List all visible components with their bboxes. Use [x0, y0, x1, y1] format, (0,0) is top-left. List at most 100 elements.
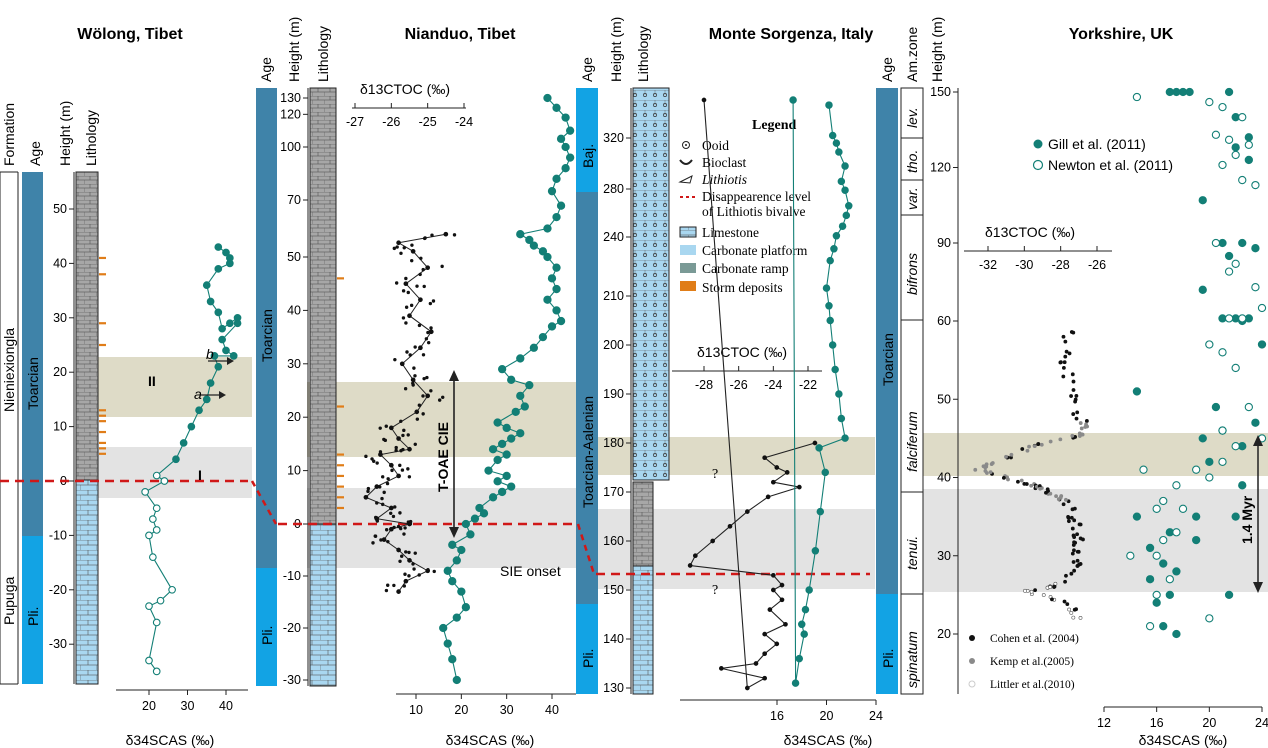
nianduo-c13-point	[404, 321, 408, 325]
nianduo-c13-point	[396, 436, 401, 441]
monte-toc_ticks-tick-label: -22	[799, 378, 817, 392]
nianduo-c13-point	[428, 329, 434, 335]
york-gill-point	[1238, 481, 1247, 490]
nianduo-tick-label: 70	[287, 193, 301, 207]
legend-newton-label: Newton et al. (2011)	[1048, 157, 1173, 173]
nianduo-c13-point	[431, 299, 436, 303]
york-gill-point	[1152, 598, 1161, 607]
york-c13-point	[1075, 532, 1079, 537]
nianduo-toc_ticks-tick-label: -24	[455, 115, 473, 129]
york-c13-point	[1009, 452, 1014, 457]
york-c13-point	[1071, 615, 1076, 620]
nianduo-c13-point	[389, 511, 393, 515]
nianduo-c13-point	[417, 323, 422, 328]
york-c13-point	[1006, 477, 1010, 482]
nianduo-c13-point	[375, 519, 380, 523]
york-zone-tho: tho.	[904, 150, 920, 173]
wolong-s34-point	[222, 248, 230, 257]
nianduo-s34-point	[493, 477, 502, 486]
yorkshire-x_ticks-tick-label: 24	[1255, 716, 1268, 730]
nianduo-c13-point	[437, 398, 442, 402]
nianduo-c13-point	[443, 231, 449, 237]
nianduo-c13-point	[417, 573, 421, 577]
wolong-columns: Formation Age Height (m) Lithology Nieni…	[0, 101, 106, 685]
monte-tick-label: 240	[603, 230, 624, 244]
nianduo-c13-point	[396, 547, 401, 552]
nianduo-c13-point	[408, 522, 413, 526]
york-gill-point	[1251, 244, 1260, 253]
york-c13-point	[1062, 599, 1067, 604]
wolong-tick-label: 50	[53, 202, 67, 216]
legend-item-platform: Carbonate platform	[702, 243, 808, 258]
legend-item-disappearance-2: of Lithiotis bivalve	[702, 204, 806, 219]
york-c13-point	[1069, 515, 1074, 520]
nianduo-s34-point	[493, 418, 502, 427]
monte-toc_ticks-tick-label: -28	[695, 378, 713, 392]
nianduo-c13-point	[402, 532, 406, 536]
york-age-toarcian-label: Toarcian	[880, 333, 896, 386]
nianduo-c13-point	[392, 246, 397, 251]
nianduo-tick-label: 20	[287, 410, 301, 424]
york-c13-point	[1077, 434, 1082, 438]
wolong-header-height: Height (m)	[57, 101, 73, 166]
york-header-zone: Am.zone	[904, 27, 920, 82]
york-zone-lev: lev.	[904, 107, 920, 128]
nianduo-x_ticks-tick-label: 40	[545, 703, 559, 717]
monte-s34-point	[821, 468, 830, 477]
york-newton-point	[1126, 551, 1135, 560]
monte-c13-point	[762, 631, 768, 637]
nianduo-s34-point	[516, 230, 525, 239]
wolong-s34-point	[149, 553, 157, 562]
nianduo-s34-point	[497, 487, 507, 497]
legend-item-bioclast: Bioclast	[702, 155, 746, 170]
monte-s34-point	[800, 630, 808, 638]
nianduo-s34-point	[529, 241, 539, 250]
york-c13-point	[1075, 410, 1080, 415]
monte-c13-point	[779, 597, 785, 603]
nianduo-c13-point	[393, 357, 397, 362]
monte-c13-point	[753, 661, 759, 666]
york-c13-point	[1048, 491, 1053, 496]
york-c13-point	[1048, 439, 1053, 444]
wolong-plot: 20 30 40 δ34SCAS (‰) II I a b	[116, 243, 248, 748]
wolong-tick-label: 20	[53, 365, 67, 379]
yorkshire-tick-label: 90	[937, 236, 951, 250]
nianduo-c13-point	[403, 281, 409, 287]
monte-s34-point	[791, 679, 800, 687]
monte-s34-point	[845, 202, 853, 210]
nianduo-toc-axis-label: δ13CTOC (‰)	[360, 81, 450, 97]
nianduo-c13-point	[409, 303, 414, 308]
wolong-x_ticks-tick-label: 20	[142, 699, 156, 713]
monte-s34-point	[815, 444, 823, 452]
wolong-age-pli	[22, 536, 43, 684]
nianduo-c13-point	[407, 574, 411, 578]
wolong-height-ticks: 50403020100-10-20-30	[49, 202, 74, 651]
york-c13-point	[1023, 588, 1027, 593]
nianduo-s34-point	[543, 224, 552, 233]
nianduo-title: Nianduo, Tibet	[405, 26, 516, 43]
york-gill-point	[1244, 155, 1253, 165]
york-c13-point	[1074, 394, 1079, 398]
wolong-s34-point	[145, 602, 153, 610]
york-c13-point	[1020, 447, 1025, 451]
york-s34-points	[1126, 87, 1267, 639]
nianduo-c13-point	[390, 468, 394, 473]
wolong-s34-point	[214, 264, 223, 273]
wolong-header-formation: Formation	[1, 103, 17, 166]
monte-c13-point	[770, 587, 776, 593]
nianduo-c13-point	[410, 243, 414, 247]
monte-question-mark-upper: ?	[712, 467, 718, 482]
york-c13-point	[1071, 379, 1076, 384]
nianduo-s34-point	[543, 295, 552, 304]
nianduo-c13-point	[415, 284, 419, 288]
legend-item-ramp: Carbonate ramp	[702, 261, 789, 276]
york-c13-point	[988, 470, 993, 474]
nianduo-tick-label: 30	[287, 357, 301, 371]
nianduo-s34-point	[470, 514, 480, 523]
wolong-s34-point	[206, 379, 215, 387]
nianduo-c13-point	[370, 457, 374, 461]
wolong-s34-point	[168, 585, 176, 594]
monte-tick-label: 170	[603, 485, 624, 499]
yorkshire-tick-label: 120	[930, 161, 951, 175]
nianduo-c13-point	[398, 559, 402, 563]
